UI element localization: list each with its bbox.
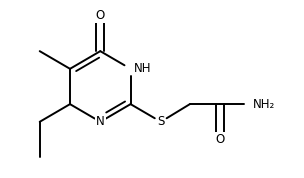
Text: NH₂: NH₂ [253,98,275,111]
Text: S: S [157,115,164,128]
Text: O: O [96,9,105,22]
Text: O: O [216,133,225,146]
Text: NH: NH [133,62,151,75]
Text: N: N [96,115,105,128]
